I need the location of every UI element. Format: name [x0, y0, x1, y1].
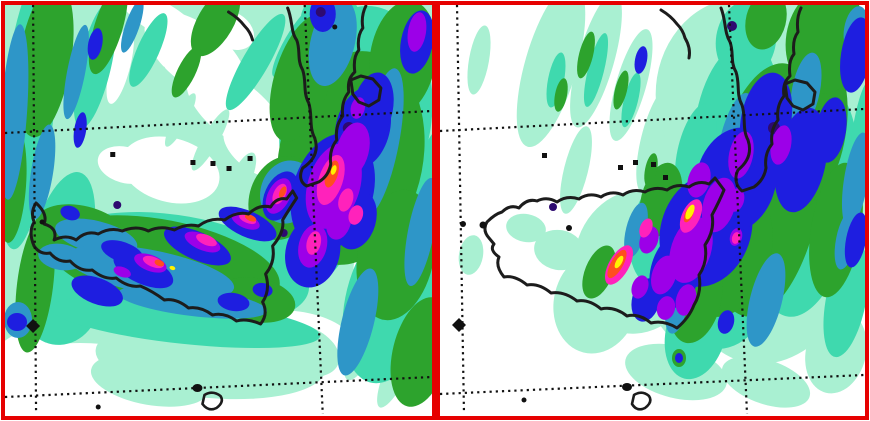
- gozo-marker: [192, 384, 203, 392]
- egadi-marker: [460, 221, 466, 227]
- island-markers: [452, 153, 668, 403]
- graticule: [440, 5, 865, 415]
- precip-level-yellow: [169, 165, 337, 271]
- map-panel-left: [1, 1, 436, 420]
- gozo-marker: [622, 383, 632, 391]
- crotone-peninsula: [349, 74, 383, 108]
- meridian-east: [303, 5, 324, 415]
- linosa-marker: [521, 397, 527, 403]
- linosa-marker: [95, 404, 101, 410]
- precip-level-violet: [631, 125, 792, 320]
- ustica-marker: [542, 153, 547, 158]
- graticule: [5, 5, 432, 415]
- aeolian-marker: [247, 156, 253, 161]
- aeolian-marker: [190, 160, 196, 165]
- aeolian-marker: [210, 161, 216, 166]
- malta-outline: [201, 391, 224, 411]
- calabria-coast: [286, 5, 368, 188]
- coastlines: [29, 5, 383, 411]
- parallel-north: [5, 109, 432, 135]
- sicily-coast: [483, 176, 726, 330]
- coast-dot: [332, 24, 338, 30]
- calabria-nw-coast-segment: [659, 8, 691, 60]
- calabria-nw-coast-segment: [227, 10, 255, 42]
- pantelleria-marker: [26, 319, 41, 333]
- egadi-marker: [39, 219, 45, 225]
- precip-level-orangered: [154, 160, 339, 267]
- island-markers: [26, 24, 338, 410]
- precip-level-yellow: [614, 204, 695, 269]
- aeolian-marker: [663, 175, 668, 180]
- parallel-south: [440, 373, 865, 396]
- ustica-marker: [110, 152, 116, 157]
- map-panel-right: [436, 1, 869, 420]
- aeolian-marker: [651, 162, 656, 167]
- egadi-marker: [479, 221, 487, 229]
- left-map-canvas: [5, 5, 432, 416]
- malta-outline: [630, 391, 652, 411]
- parallel-north: [440, 107, 865, 133]
- aeolian-marker: [633, 160, 638, 165]
- sicily-coast: [29, 189, 299, 326]
- parallel-south: [5, 375, 432, 399]
- right-map-canvas: [440, 5, 865, 416]
- meridian-east: [727, 5, 749, 415]
- coast-dot: [566, 225, 572, 231]
- aeolian-marker: [618, 165, 623, 170]
- crotone-peninsula: [783, 78, 817, 112]
- calabria-coast: [719, 6, 803, 193]
- pantelleria-marker: [452, 318, 466, 332]
- aeolian-marker: [226, 166, 232, 171]
- coastlines: [483, 6, 817, 411]
